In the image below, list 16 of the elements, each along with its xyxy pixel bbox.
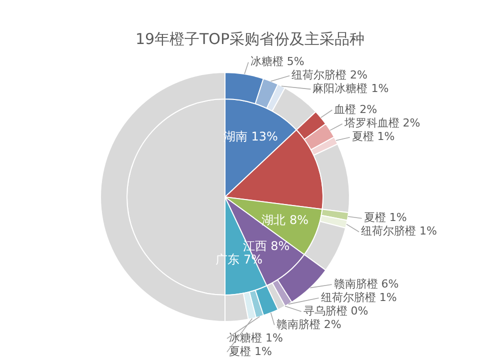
slice-label: 血橙 2% (334, 102, 378, 116)
slice-label: 纽荷尔脐橙 1% (320, 290, 397, 304)
slice-label: 夏橙 1% (364, 211, 407, 224)
slice-label: 夏橙 1% (229, 344, 272, 358)
slice-label: 冰糖橙 1% (229, 331, 283, 344)
legend-label: 寻乌脐橙 0% (303, 304, 368, 318)
slice-label: 夏橙 1% (352, 130, 395, 144)
slice-label: 麻阳冰糖橙 1% (312, 82, 389, 96)
chart-title: 19年橙子TOP采购省份及主采品种 (134, 30, 366, 49)
slice-label: 塔罗科血橙 2% (343, 116, 420, 130)
slice-label: 赣南脐橙 6% (334, 277, 399, 290)
slice-label: 赣南脐橙 2% (276, 318, 342, 331)
slice-label: 纽荷尔脐橙 2% (292, 68, 368, 82)
slice-label: 冰糖橙 5% (250, 55, 304, 68)
slice-label: 纽荷尔脐橙 1% (360, 224, 437, 238)
slice-label: 湖北 8% (262, 212, 309, 227)
